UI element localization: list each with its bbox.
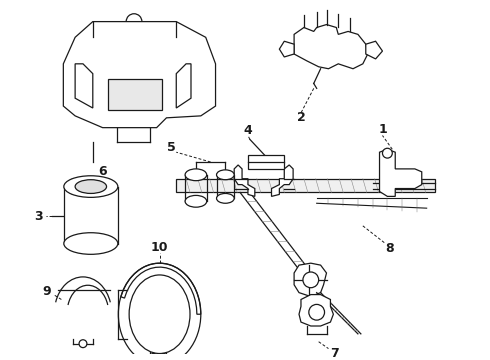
Ellipse shape — [185, 195, 207, 207]
Circle shape — [159, 354, 169, 360]
Ellipse shape — [64, 233, 118, 254]
Text: 10: 10 — [151, 241, 169, 254]
Polygon shape — [294, 24, 368, 69]
Polygon shape — [107, 78, 162, 110]
Polygon shape — [176, 179, 435, 193]
Circle shape — [149, 354, 159, 360]
Polygon shape — [299, 294, 333, 326]
Polygon shape — [248, 155, 284, 169]
Polygon shape — [176, 64, 191, 108]
Polygon shape — [121, 263, 201, 314]
Ellipse shape — [64, 176, 118, 197]
Text: 1: 1 — [378, 123, 387, 136]
Polygon shape — [234, 165, 255, 197]
Circle shape — [303, 272, 318, 288]
Ellipse shape — [217, 193, 234, 203]
Ellipse shape — [75, 180, 106, 193]
Text: 8: 8 — [385, 242, 393, 255]
Ellipse shape — [129, 275, 190, 354]
Text: 3: 3 — [34, 210, 43, 222]
Polygon shape — [271, 165, 293, 197]
Polygon shape — [63, 22, 216, 128]
Text: 7: 7 — [330, 347, 339, 360]
Circle shape — [383, 148, 392, 158]
Text: 2: 2 — [296, 111, 305, 124]
Text: 4: 4 — [244, 124, 252, 137]
Polygon shape — [380, 149, 422, 197]
Ellipse shape — [185, 169, 207, 181]
Polygon shape — [366, 41, 383, 59]
Circle shape — [309, 305, 324, 320]
Circle shape — [126, 14, 142, 30]
Text: 9: 9 — [42, 285, 51, 298]
Polygon shape — [279, 41, 294, 57]
Polygon shape — [75, 64, 93, 108]
Polygon shape — [294, 263, 326, 297]
Circle shape — [79, 340, 87, 348]
Ellipse shape — [217, 170, 234, 180]
Text: 5: 5 — [167, 141, 176, 154]
Text: 6: 6 — [98, 165, 107, 178]
